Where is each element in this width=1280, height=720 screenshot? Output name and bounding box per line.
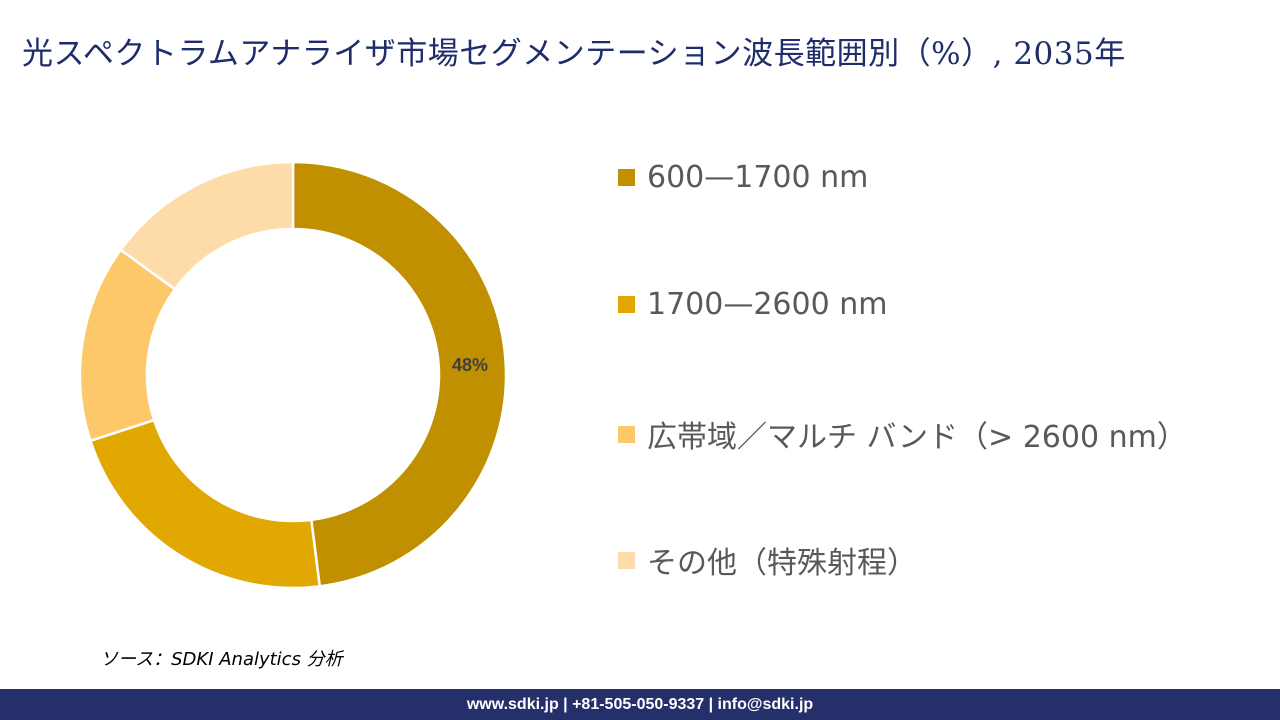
legend-item-600-1700: 600—1700 nm — [618, 160, 868, 195]
legend-label: その他（特殊射程） — [647, 546, 917, 581]
legend-item-other: その他（特殊射程） — [618, 538, 917, 582]
donut-svg — [78, 160, 508, 590]
legend-swatch-icon — [618, 169, 635, 186]
legend-item-1700-2600: 1700—2600 nm — [618, 287, 887, 322]
legend-swatch-icon — [618, 425, 635, 443]
legend-swatch-icon — [618, 296, 635, 313]
donut-slice-1 — [88, 418, 322, 590]
source-note: ソース：SDKI Analytics 分析 — [100, 649, 343, 670]
legend-swatch-icon — [618, 551, 635, 569]
slice-label-600-1700: 48% — [452, 355, 489, 375]
chart-title: 光スペクトラムアナライザ市場セグメンテーション波長範囲別（%）, 2035年 — [22, 36, 1126, 72]
legend-label: 1700—2600 nm — [647, 287, 888, 322]
donut-slice-0 — [291, 160, 508, 588]
donut-chart: 48% — [70, 150, 520, 600]
donut-slice-3 — [118, 160, 295, 291]
legend-label: 600—1700 nm — [647, 160, 869, 195]
footer-bar: www.sdki.jp | +81-505-050-9337 | info@sd… — [0, 689, 1280, 720]
legend-item-broadband: 広帯域／マルチ バンド（> 2600 nm） — [618, 412, 1187, 456]
legend-label: 広帯域／マルチ バンド（> 2600 nm） — [647, 420, 1187, 455]
